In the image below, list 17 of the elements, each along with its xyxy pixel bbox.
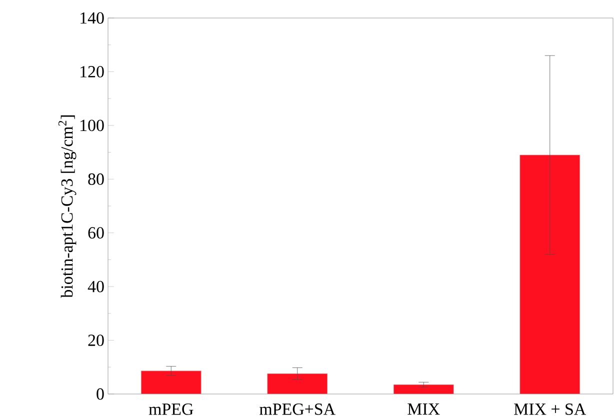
bar: [140, 370, 202, 394]
x-tick-label: MIX: [408, 403, 440, 414]
x-tick-label: MIX + SA: [514, 403, 586, 415]
x-tick-label: mPEG: [148, 403, 194, 415]
y-tick-label: 100: [80, 120, 104, 132]
y-tick-label: 120: [80, 66, 104, 78]
bar: [267, 373, 328, 394]
y-tick-label: 0: [96, 388, 104, 400]
y-tick-label: 80: [88, 173, 104, 185]
bar: [394, 384, 454, 394]
y-axis-title: biotin-apt1C-Cy3 [ng/cm$^{2}$]: [58, 115, 76, 298]
y-tick-label: 40: [88, 280, 104, 292]
y-tick-label: 20: [88, 334, 104, 346]
bar: [520, 154, 580, 394]
y-tick-label: 60: [88, 227, 104, 238]
y-tick-label: 140: [80, 12, 104, 24]
x-tick-label: mPEG+SA: [260, 403, 336, 415]
